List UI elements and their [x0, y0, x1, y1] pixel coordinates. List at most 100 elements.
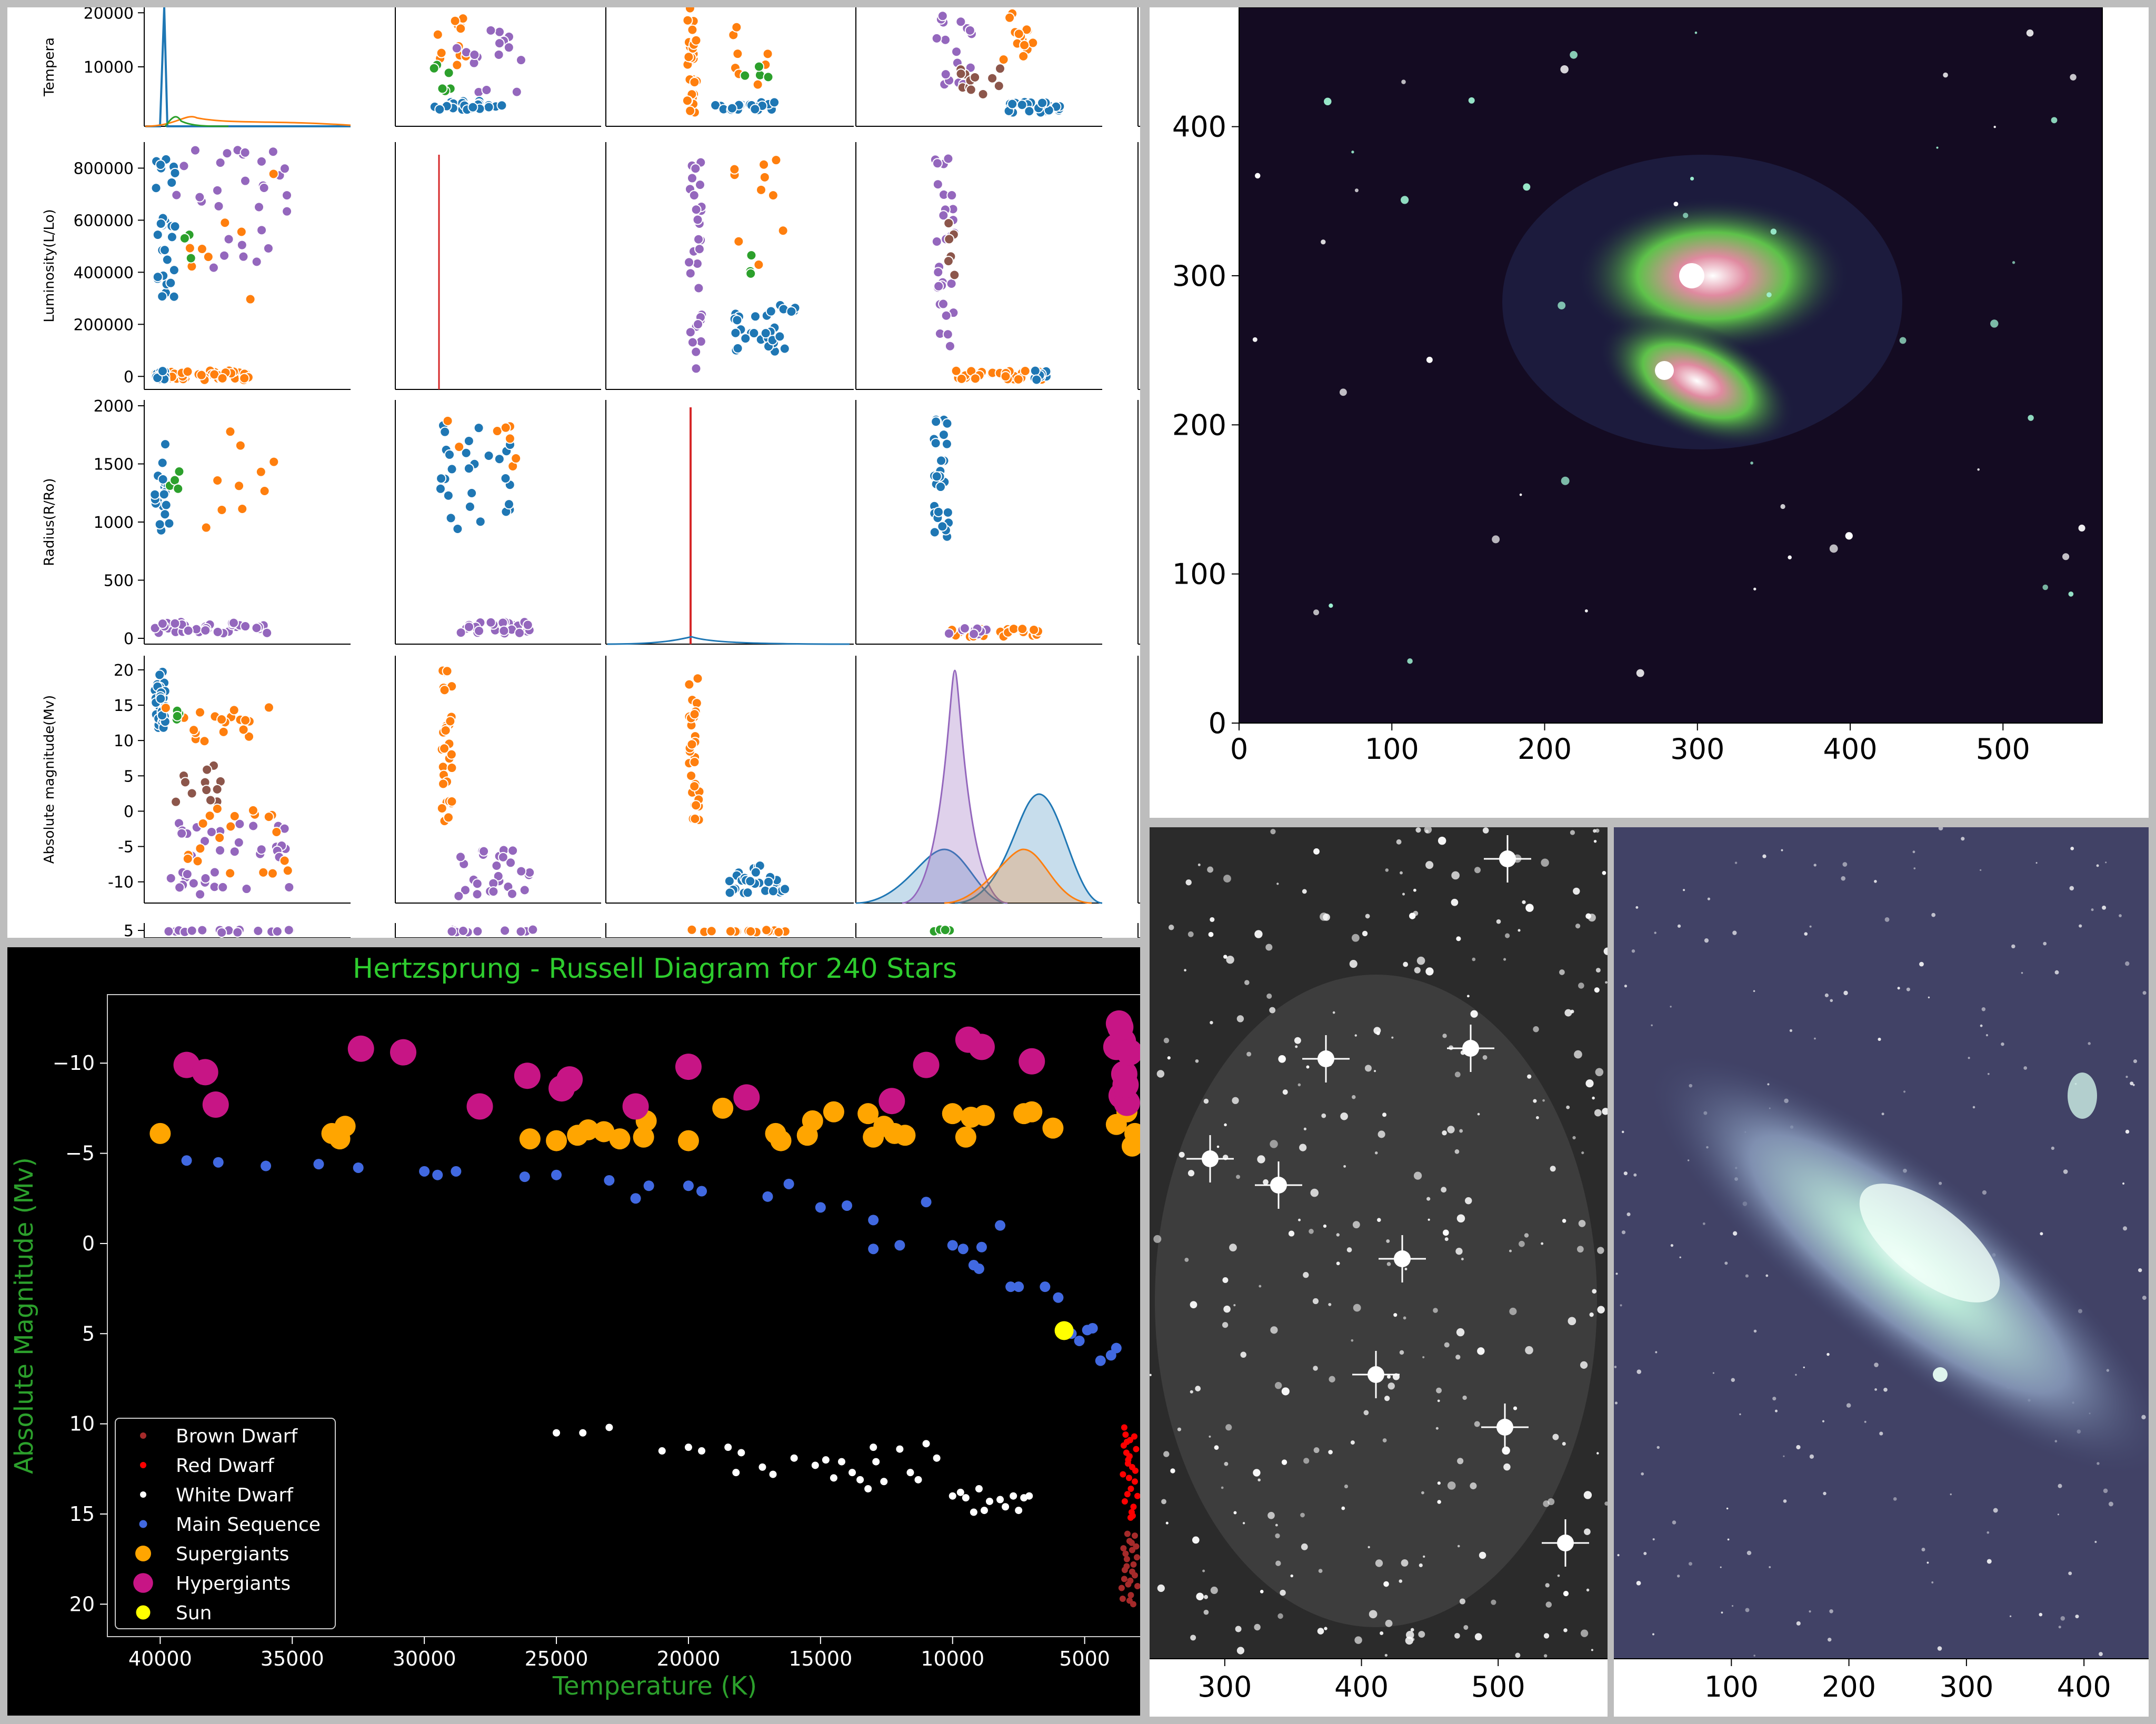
data-point: [995, 63, 1005, 74]
star: [1906, 987, 1910, 991]
star: [1179, 1151, 1185, 1158]
hr-ylabel: Absolute Magnitude (Mv): [9, 1157, 39, 1474]
bright-core: [1655, 361, 1674, 380]
data-point: [229, 846, 240, 857]
data-point: [731, 22, 742, 33]
star: [1533, 1099, 1537, 1103]
plot-frame: [107, 994, 1140, 1637]
star: [1912, 850, 1915, 854]
x-tick-label: 200: [1518, 733, 1572, 766]
data-point: [691, 800, 702, 811]
data-point: [880, 1478, 888, 1486]
data-point: [334, 1116, 356, 1137]
data-point: [216, 714, 227, 725]
data-point: [758, 1463, 766, 1471]
star: [1580, 1629, 1589, 1637]
data-point: [155, 218, 166, 229]
star: [1690, 176, 1694, 181]
data-point: [1016, 99, 1027, 111]
hr-diagram-chart: Hertzsprung - Russell Diagram for 240 St…: [9, 953, 1140, 1701]
data-point: [261, 1160, 272, 1171]
star: [1479, 1551, 1486, 1559]
star: [2043, 941, 2047, 946]
data-point: [750, 311, 761, 322]
data-point: [200, 625, 211, 636]
data-point: [762, 48, 773, 59]
data-point: [957, 1244, 969, 1255]
star: [1643, 1552, 1647, 1556]
data-point: [783, 1178, 794, 1189]
data-point: [689, 781, 700, 792]
data-point: [894, 1240, 905, 1251]
y-tick-label: -5: [118, 838, 134, 857]
data-point: [168, 265, 179, 276]
data-point: [1010, 1492, 1017, 1500]
star: [1313, 848, 1320, 855]
data-point: [240, 621, 251, 632]
star: [1636, 1580, 1641, 1586]
data-point: [203, 252, 214, 263]
data-point: [970, 72, 981, 83]
data-point: [755, 184, 766, 195]
star: [1255, 173, 1261, 179]
star: [1980, 1024, 1983, 1027]
data-point: [1134, 1583, 1140, 1590]
data-point: [968, 1034, 995, 1060]
star: [1584, 609, 1588, 613]
star: [1288, 1230, 1295, 1237]
star: [1444, 1342, 1450, 1348]
data-point: [188, 725, 199, 736]
series-hypergiants: [173, 1010, 1140, 1120]
x-tick-label: 300: [1670, 733, 1724, 766]
data-point: [959, 623, 970, 634]
star: [1746, 1550, 1752, 1556]
legend-label: Supergiants: [176, 1543, 289, 1565]
data-point: [461, 447, 472, 458]
star: [1574, 1050, 1582, 1059]
data-point: [188, 878, 199, 889]
star: [1795, 1374, 1797, 1376]
x-tick-label: 35000: [261, 1647, 324, 1670]
data-point: [235, 440, 246, 451]
star: [1415, 827, 1421, 833]
data-point: [503, 42, 514, 53]
legend-marker: [140, 1432, 146, 1439]
star: [1224, 1123, 1227, 1127]
star: [1830, 999, 1833, 1003]
star: [2054, 970, 2059, 975]
data-point: [199, 836, 211, 847]
data-point: [933, 267, 944, 278]
star: [1631, 949, 1635, 953]
data-point: [1124, 1491, 1131, 1498]
data-point: [165, 873, 176, 884]
star: [1519, 1240, 1525, 1247]
data-point: [215, 845, 226, 856]
data-point: [475, 516, 486, 527]
star: [1745, 1274, 1749, 1278]
star: [1465, 1197, 1472, 1205]
data-point: [969, 628, 980, 639]
data-point: [256, 844, 267, 855]
data-point: [445, 513, 456, 524]
row-label: Luminosity(L/Lo): [42, 209, 57, 322]
star: [2096, 864, 2099, 867]
star: [1543, 1500, 1550, 1507]
data-point: [455, 627, 466, 638]
star: [1702, 1222, 1705, 1225]
data-point: [684, 1444, 692, 1451]
data-point: [752, 79, 763, 90]
data-point: [684, 257, 695, 268]
star: [1656, 1446, 1660, 1449]
star: [1846, 1403, 1851, 1408]
star: [1594, 1109, 1602, 1117]
star: [1496, 919, 1501, 924]
data-point: [232, 927, 243, 938]
data-point: [1008, 623, 1019, 634]
star: [1783, 1499, 1787, 1503]
star: [1689, 1562, 1693, 1566]
data-point: [171, 796, 182, 807]
star: [1622, 1130, 1624, 1134]
data-point: [745, 268, 756, 279]
x-tick-label: 300: [1939, 1670, 1993, 1703]
star: [1401, 1559, 1409, 1567]
